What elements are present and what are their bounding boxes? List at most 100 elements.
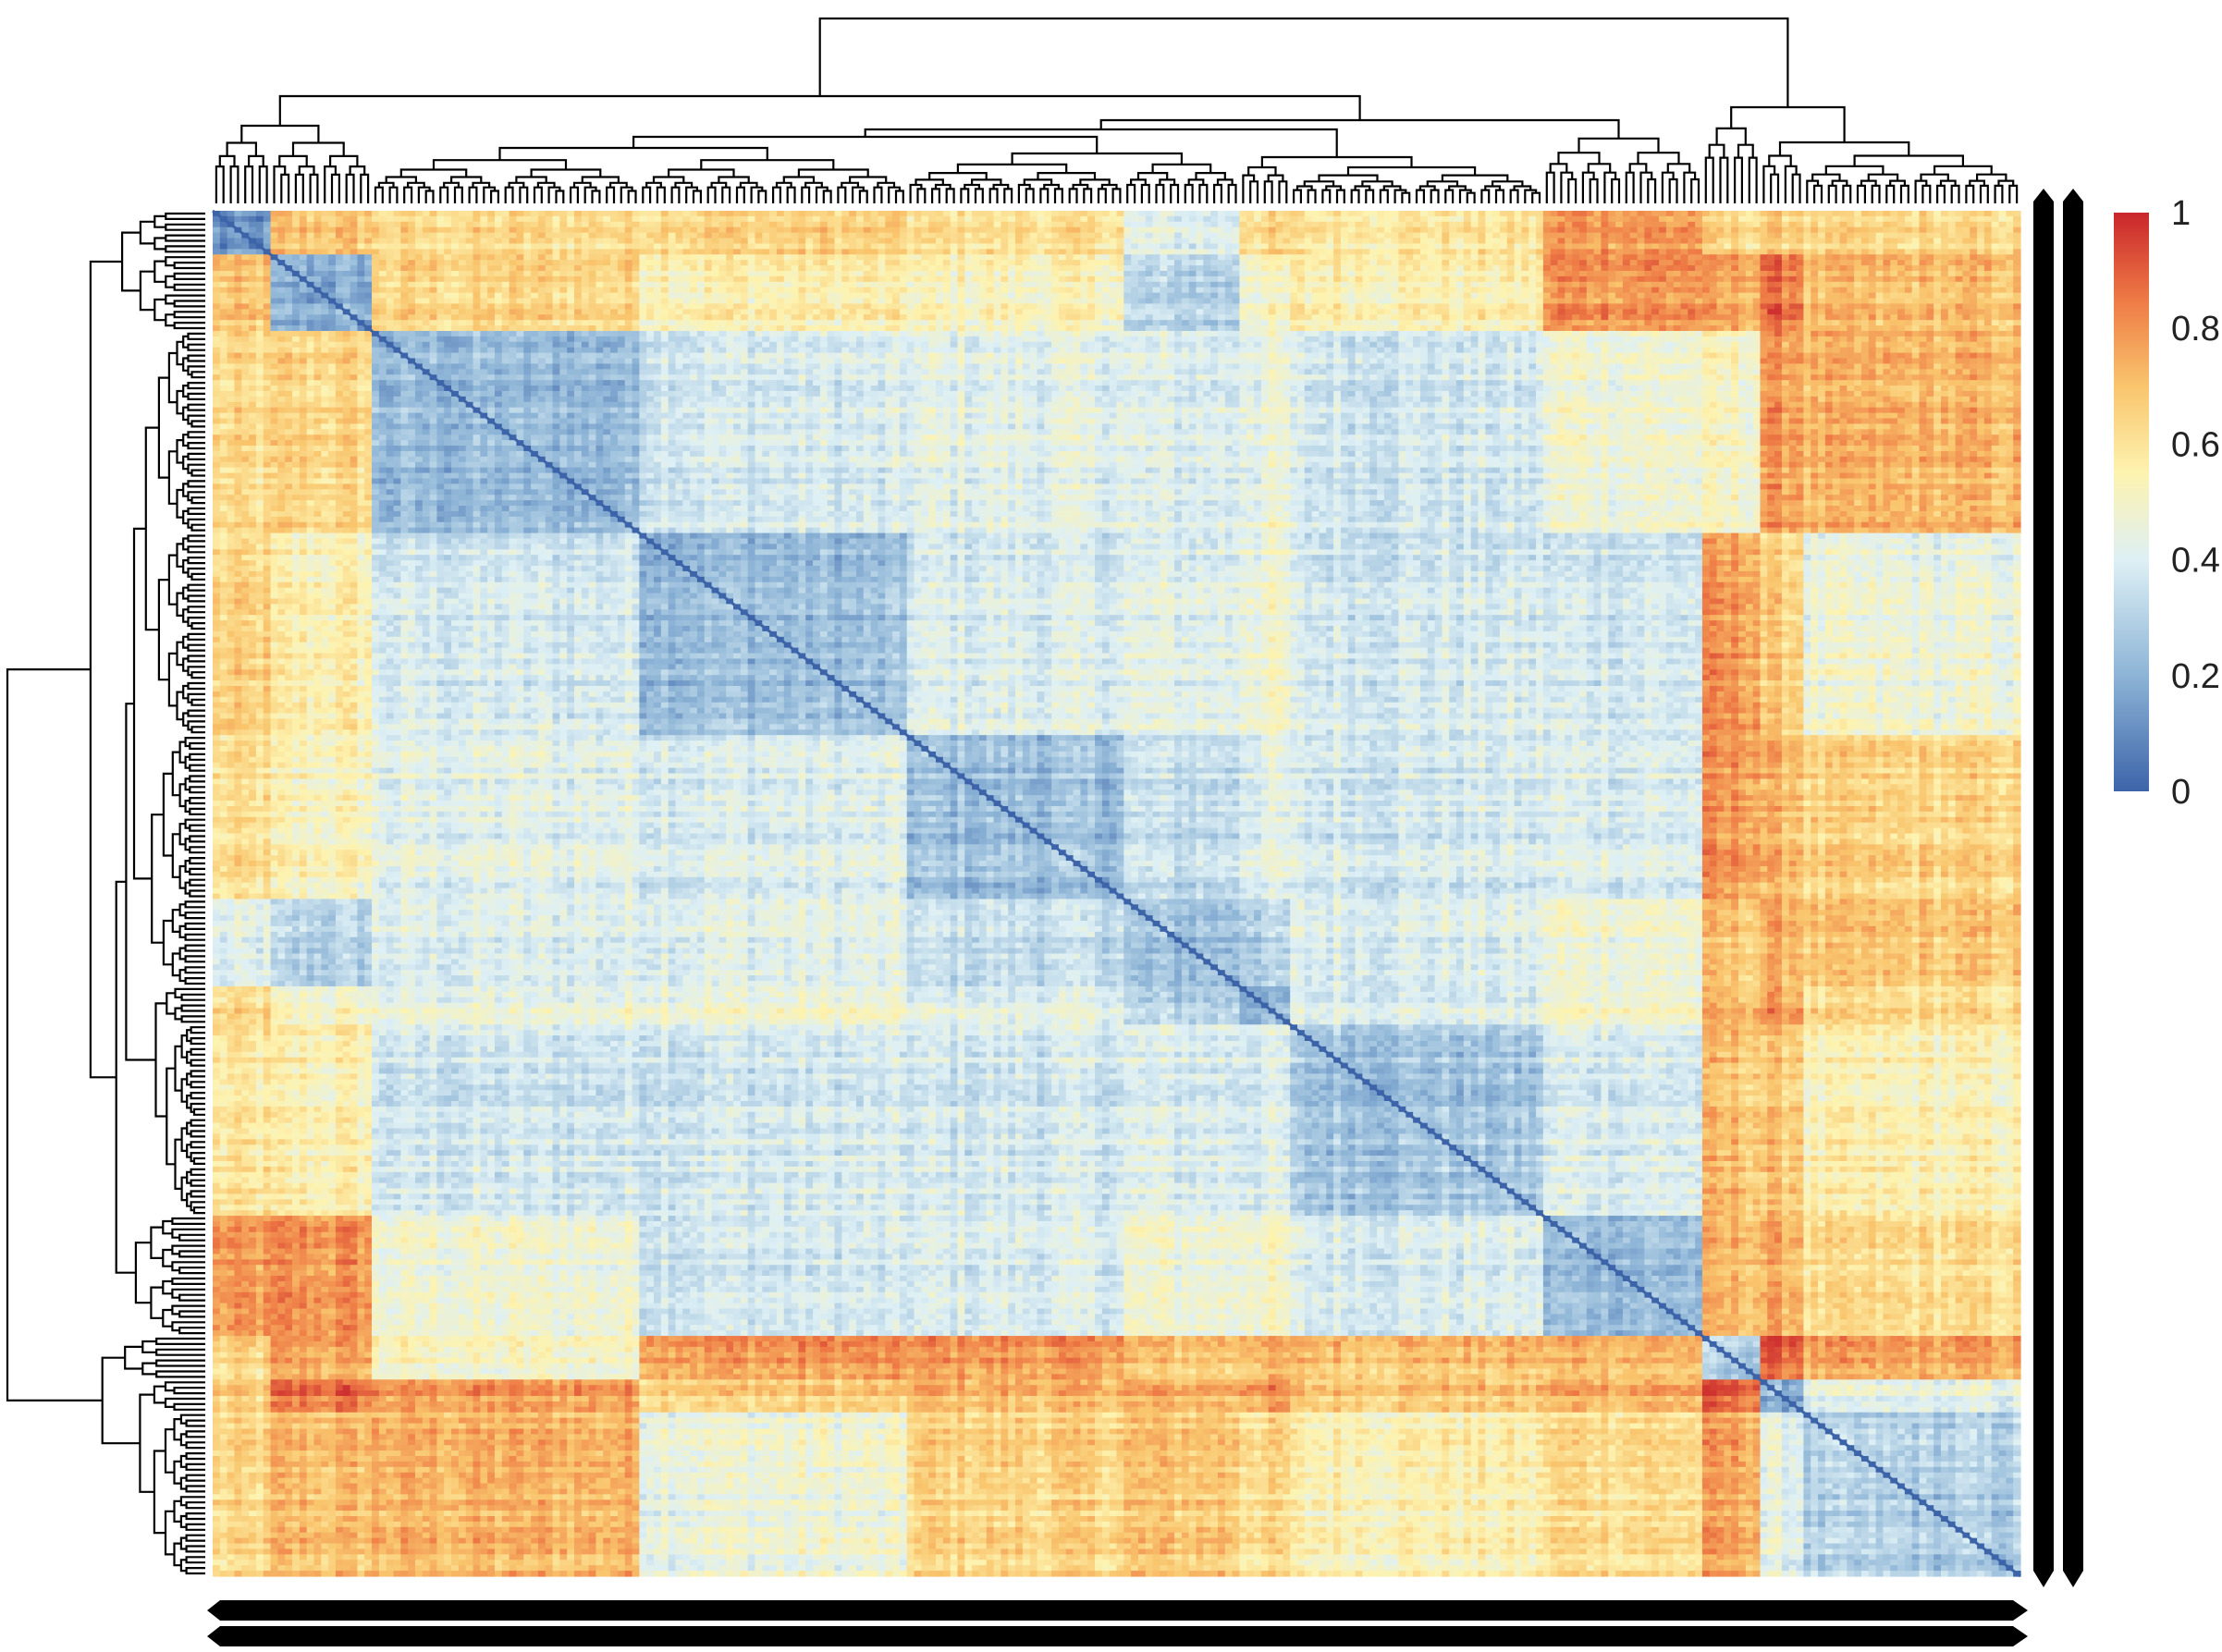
- heatmap-cell: [661, 222, 669, 228]
- heatmap-cell: [408, 239, 415, 245]
- heatmap-cell: [546, 233, 553, 239]
- heatmap-cell: [379, 243, 387, 250]
- heatmap-cell: [1587, 233, 1594, 239]
- heatmap-cell: [1528, 222, 1536, 228]
- heatmap-cell: [350, 211, 358, 217]
- heatmap-cell: [1746, 239, 1753, 245]
- heatmap-cell: [1435, 222, 1442, 228]
- heatmap-cell: [849, 239, 856, 245]
- heatmap-cell: [1312, 227, 1320, 234]
- heatmap-cell: [1080, 222, 1087, 228]
- heatmap-cell: [1615, 211, 1623, 217]
- heatmap-cell: [277, 222, 285, 228]
- heatmap-cell: [1449, 239, 1456, 245]
- heatmap-cell: [300, 227, 307, 234]
- heatmap-cell: [1507, 227, 1515, 234]
- heatmap-cell: [364, 227, 372, 234]
- heatmap-cell: [1543, 227, 1551, 234]
- heatmap-cell: [1023, 233, 1030, 239]
- heatmap-cell: [1095, 227, 1102, 234]
- heatmap-cell: [502, 211, 509, 217]
- heatmap-cell: [972, 239, 979, 245]
- heatmap-cell: [1239, 239, 1246, 245]
- heatmap-cell: [1920, 233, 1927, 239]
- heatmap-cell: [277, 239, 285, 245]
- heatmap-cell: [1992, 211, 1999, 217]
- heatmap-cell: [697, 239, 705, 245]
- heatmap-cell: [1774, 239, 1782, 245]
- heatmap-cell: [784, 222, 792, 228]
- heatmap-cell: [357, 227, 364, 234]
- heatmap-cell: [1485, 233, 1492, 239]
- heatmap-cell: [1854, 227, 1861, 234]
- heatmap-cell: [1746, 211, 1753, 217]
- heatmap-cell: [313, 211, 321, 217]
- heatmap-cell: [1492, 216, 1500, 223]
- heatmap-cell: [1536, 233, 1543, 239]
- heatmap-cell: [321, 211, 328, 217]
- heatmap-cell: [1890, 233, 1897, 239]
- heatmap-cell: [907, 222, 915, 228]
- heatmap-cell: [1449, 216, 1456, 223]
- heatmap-cell: [618, 222, 625, 228]
- heatmap-cell: [618, 211, 625, 217]
- heatmap-cell: [1825, 216, 1833, 223]
- heatmap-cell: [1897, 222, 1905, 228]
- heatmap-cell: [408, 222, 415, 228]
- heatmap-cell: [451, 239, 459, 245]
- heatmap-cell: [336, 222, 343, 228]
- heatmap-cell: [705, 233, 712, 239]
- heatmap-cell: [487, 211, 495, 217]
- heatmap-cell: [1833, 239, 1840, 245]
- heatmap-cell: [595, 227, 603, 234]
- heatmap-cell: [1305, 227, 1312, 234]
- row-dendrogram-branches: [7, 214, 205, 1573]
- heatmap-cell: [400, 222, 408, 228]
- heatmap-cell: [1110, 233, 1117, 239]
- heatmap-cell: [1239, 227, 1246, 234]
- heatmap-cell: [1449, 227, 1456, 234]
- heatmap-cell: [1731, 211, 1738, 217]
- heatmap-cell: [661, 211, 669, 217]
- heatmap-cell: [1080, 211, 1087, 217]
- heatmap-cell: [567, 227, 574, 234]
- heatmap-cell: [531, 211, 538, 217]
- heatmap-cell: [495, 239, 502, 245]
- heatmap-cell: [1731, 233, 1738, 239]
- heatmap-cell: [610, 222, 618, 228]
- heatmap-cell: [400, 216, 408, 223]
- heatmap-cell: [1854, 211, 1861, 217]
- heatmap-cell: [1233, 211, 1240, 217]
- heatmap-cell: [1977, 216, 1984, 223]
- heatmap-cell: [907, 227, 915, 234]
- heatmap-cell: [951, 211, 958, 217]
- heatmap-cell: [1384, 216, 1392, 223]
- heatmap-cell: [1030, 211, 1037, 217]
- heatmap-cell: [531, 239, 538, 245]
- heatmap-cell: [364, 239, 372, 245]
- heatmap-cell: [1167, 227, 1174, 234]
- heatmap-cell: [1153, 222, 1160, 228]
- heatmap-cell: [1138, 239, 1146, 245]
- heatmap-cell: [1543, 216, 1551, 223]
- heatmap-cell: [646, 211, 661, 217]
- heatmap-cell: [1680, 222, 1688, 228]
- heatmap-cell: [820, 227, 828, 234]
- heatmap-cell: [682, 233, 690, 239]
- heatmap-cell: [1305, 239, 1312, 245]
- heatmap-cell: [1724, 233, 1731, 239]
- heatmap-cell: [1203, 222, 1210, 228]
- heatmap-cell: [1601, 216, 1608, 223]
- heatmap-cell: [1811, 216, 1818, 223]
- heatmap-cell: [451, 243, 459, 250]
- heatmap-cell: [1174, 233, 1182, 239]
- heatmap-cell: [987, 227, 994, 234]
- heatmap-cell: [1246, 211, 1254, 217]
- heatmap-cell: [1456, 233, 1464, 239]
- heatmap-cell: [1500, 222, 1507, 228]
- heatmap-cell: [1962, 216, 1970, 223]
- heatmap-cell: [1674, 227, 1681, 234]
- heatmap-cell: [1369, 216, 1377, 223]
- heatmap-cell: [943, 239, 951, 245]
- heatmap-cell: [1023, 227, 1030, 234]
